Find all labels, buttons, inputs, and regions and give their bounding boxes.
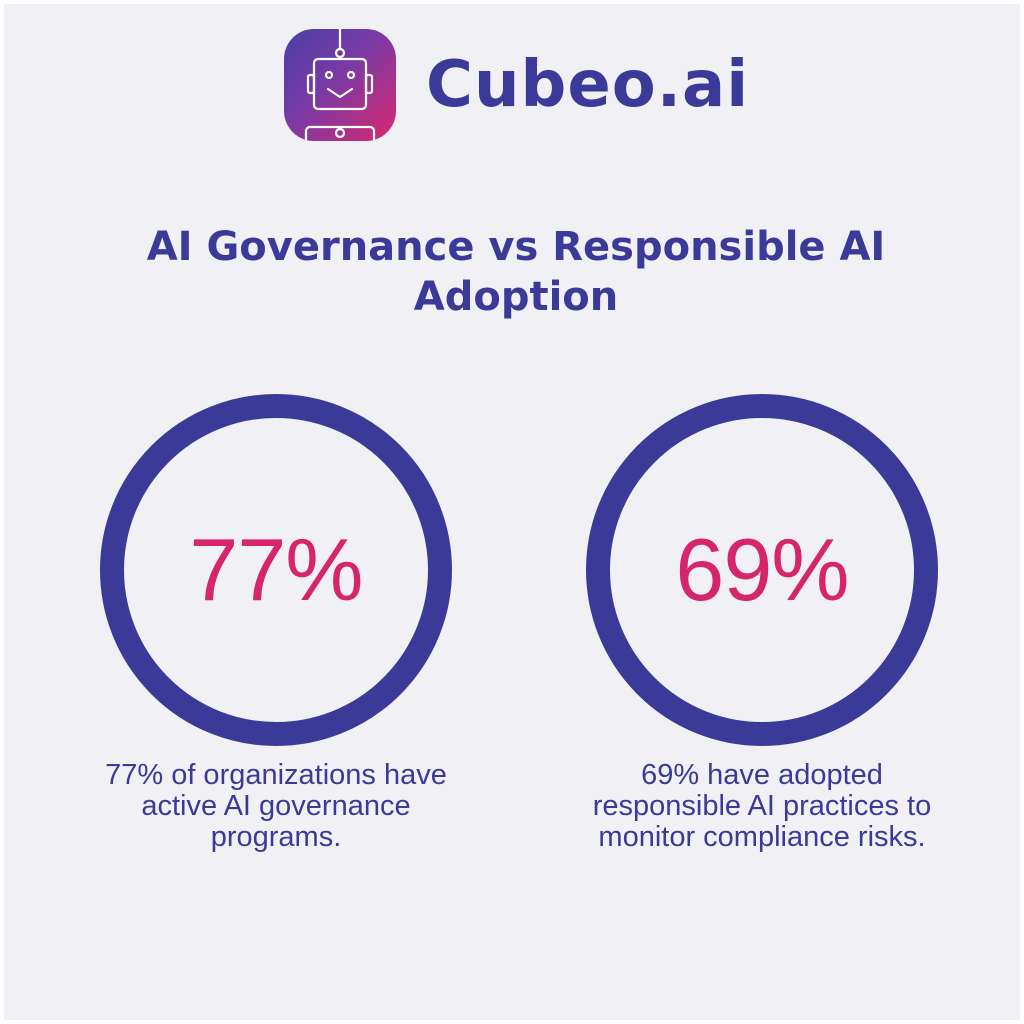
stat-caption: 69% have adopted responsible AI practice… [592,759,932,853]
brand-name: Cubeo.ai [426,48,750,122]
page-title: AI Governance vs Responsible AI Adoption [146,224,886,320]
stat-value: 69% [675,520,849,619]
robot-icon [284,29,396,141]
infographic-card: Cubeo.ai AI Governance vs Responsible AI… [4,4,1020,1020]
brand-header: Cubeo.ai [284,26,749,144]
stat-ring: 69% [586,394,938,746]
stat-caption: 77% of organizations have active AI gove… [105,759,447,853]
stat-ring: 77% [100,394,452,746]
stat-governance: 77% 77% of organizations have active AI … [96,394,456,853]
stat-value: 77% [189,520,363,619]
stat-responsible-ai: 69% 69% have adopted responsible AI prac… [582,394,942,853]
